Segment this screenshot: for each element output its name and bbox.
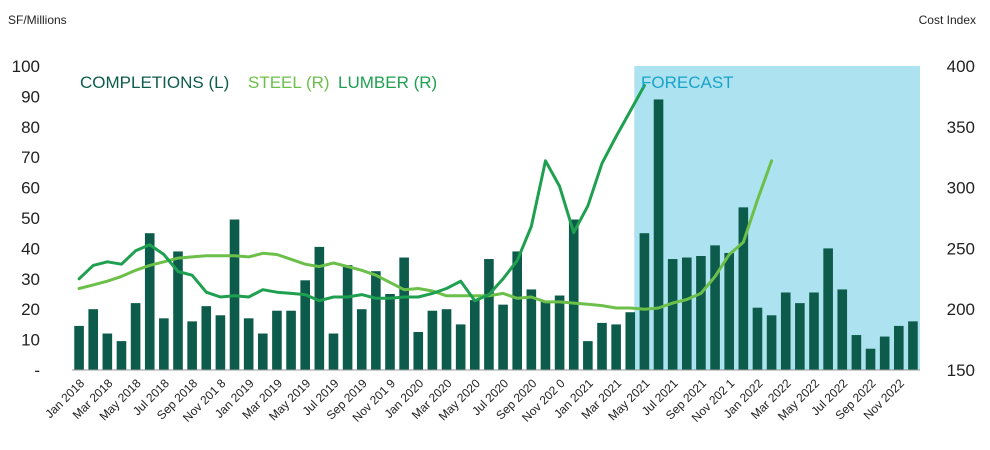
completions-bar: [837, 289, 848, 370]
completions-bar: [144, 233, 155, 370]
completions-bar: [597, 322, 607, 370]
completions-bar: [371, 271, 381, 370]
y-left-tick-label: 70: [21, 148, 40, 167]
completions-bar: [356, 309, 367, 370]
completions-bar: [639, 233, 650, 370]
completions-bar: [173, 251, 183, 370]
lumber-line: [77, 84, 646, 303]
completions-bar: [257, 333, 268, 370]
completions-bar: [851, 335, 862, 370]
y-left-tick-label: 60: [21, 179, 40, 198]
completions-bar: [88, 309, 99, 370]
completions-bar: [243, 318, 254, 370]
completions-bar: [625, 312, 636, 370]
y-right-axis-title: Cost Index: [919, 13, 976, 27]
y-right-tick-label: 150: [947, 361, 975, 380]
completions-bar: [681, 257, 692, 370]
y-right-tick-label: 250: [947, 239, 975, 258]
legend-lumber: LUMBER (R): [338, 73, 437, 92]
completions-bar: [766, 315, 777, 370]
completions-bar: [696, 256, 706, 370]
completions-bar: [611, 324, 621, 370]
completions-bar: [385, 294, 395, 370]
y-left-tick-label: 40: [21, 239, 40, 258]
y-left-tick-label: -: [34, 361, 40, 380]
completions-bar: [130, 303, 141, 370]
completions-bar: [526, 289, 537, 370]
completions-bar: [780, 292, 791, 370]
completions-bar: [484, 259, 494, 370]
completions-bar: [795, 303, 805, 370]
legend-completions: COMPLETIONS (L): [80, 73, 229, 92]
completions-bar: [653, 99, 664, 370]
completions-bar: [879, 336, 890, 370]
steel-line: [77, 159, 774, 311]
y-right-tick-label: 200: [947, 300, 975, 319]
completions-bar: [286, 310, 296, 370]
completions-bar: [300, 280, 311, 370]
completions-bar: [540, 301, 551, 370]
completions-bar: [908, 321, 918, 370]
completions-bar: [215, 315, 226, 370]
completions-bar: [328, 333, 339, 370]
legend-steel: STEEL (R): [248, 73, 330, 92]
completions-bar: [413, 332, 424, 370]
forecast-region: [634, 66, 920, 370]
completions-bar: [865, 348, 876, 370]
y-left-tick-label: 10: [21, 331, 40, 350]
completions-bar: [554, 295, 565, 370]
y-left-tick-label: 90: [21, 87, 40, 106]
completions-bar: [710, 245, 720, 370]
completions-bar: [116, 341, 127, 370]
completions-bar: [752, 307, 763, 370]
y-right-tick-label: 400: [947, 57, 975, 76]
completions-bar: [201, 306, 212, 370]
completions-bar: [738, 207, 749, 370]
completions-bar: [74, 325, 84, 370]
y-left-tick-label: 50: [21, 209, 40, 228]
y-left-tick-label: 30: [21, 270, 40, 289]
completions-bar: [667, 259, 678, 370]
completions-bar: [427, 310, 438, 370]
completions-bar: [724, 252, 735, 370]
completions-bar: [568, 219, 579, 370]
y-right-tick-label: 300: [947, 179, 975, 198]
completions-bar: [498, 304, 508, 370]
completions-bar: [187, 321, 197, 370]
y-left-axis-title: SF/Millions: [8, 13, 67, 27]
completions-bar: [159, 318, 169, 370]
forecast-label: FORECAST: [641, 73, 734, 92]
completions-bar: [314, 246, 325, 370]
y-left-tick-label: 100: [12, 57, 40, 76]
legend: COMPLETIONS (L) STEEL (R) LUMBER (R): [80, 73, 437, 92]
completions-bar: [441, 309, 452, 370]
completions-bar: [809, 292, 819, 370]
y-right-tick-label: 350: [947, 118, 975, 137]
completions-bar: [455, 324, 466, 370]
y-left-tick-label: 80: [21, 118, 40, 137]
forecast-shading: [634, 66, 920, 370]
completions-bar: [272, 310, 282, 370]
y-left-tick-label: 20: [21, 300, 40, 319]
completions-bar: [893, 325, 904, 370]
cost-index-lines: [77, 84, 774, 311]
completions-bar: [823, 248, 833, 370]
completions-bar: [342, 265, 353, 370]
completions-bar: [583, 341, 593, 370]
completions-bar: [399, 257, 409, 370]
completions-bars: [74, 99, 918, 370]
completions-bar: [102, 333, 113, 370]
completions-bar: [512, 251, 523, 370]
completions-bar: [469, 300, 480, 370]
